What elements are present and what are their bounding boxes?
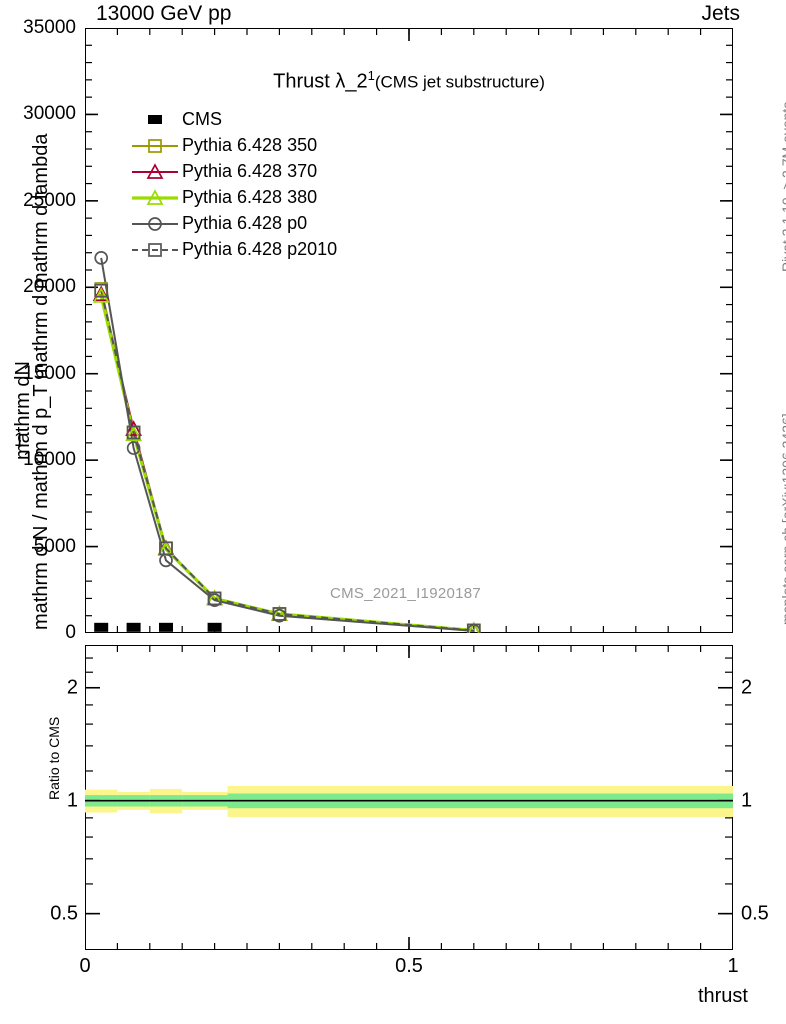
ratio-y-tick-label: 0.5 bbox=[50, 902, 78, 925]
main-y-tick-label: 30000 bbox=[23, 103, 76, 125]
legend-item-label: Pythia 6.428 380 bbox=[182, 187, 318, 207]
legend-item-label: Pythia 6.428 p0 bbox=[182, 213, 308, 233]
legend-item-label: Pythia 6.428 350 bbox=[182, 135, 318, 155]
legend-item-label: Pythia 6.428 370 bbox=[182, 161, 318, 181]
main-y-tick-labels: 0 5000 10000 15000 20000 25000 30000 35000 bbox=[0, 17, 82, 643]
ratio-y-tick-label: 2 bbox=[66, 676, 78, 699]
header-category: Jets bbox=[701, 2, 740, 25]
ratio-y-tick-label: 1 bbox=[66, 789, 78, 812]
plot-title: Thrust λ_21(CMS jet substructure) bbox=[85, 68, 733, 94]
mcplots-source-text: mcplots.cern.ch [arXiv:1306.3436] bbox=[779, 413, 786, 625]
plot-title-lambda: λ_2 bbox=[335, 70, 368, 93]
legend bbox=[132, 115, 178, 257]
x-tick-label: 0 bbox=[79, 955, 91, 977]
ratio-plot-canvas bbox=[85, 645, 733, 950]
legend-item-label: Pythia 6.428 p2010 bbox=[182, 239, 338, 259]
main-y-axis-fraction-one: 1 bbox=[14, 430, 25, 451]
rivet-version-text: Rivet 3.1.10, ≥ 2.7M events bbox=[779, 101, 786, 272]
ratio-y-tick-labels-left: 0.5 1 2 bbox=[0, 645, 82, 950]
plot-title-superscript: 1 bbox=[367, 68, 375, 83]
x-axis-title: thrust bbox=[697, 985, 748, 1007]
legend-item-label: CMS bbox=[182, 109, 222, 129]
main-y-tick-label: 25000 bbox=[23, 189, 76, 211]
legend-labels: CMS Pythia 6.428 350 Pythia 6.428 370 Pythi… bbox=[182, 108, 412, 268]
plot-title-paren: (CMS jet substructure) bbox=[374, 72, 545, 92]
x-tick-labels: 0 0.5 1 bbox=[79, 955, 738, 983]
x-tick-label: 0.5 bbox=[395, 955, 423, 977]
ratio-y-tick-labels-right: 0.5 1 2 bbox=[737, 645, 786, 950]
analysis-watermark: CMS_2021_I1920187 bbox=[330, 585, 482, 602]
main-y-tick-label: 10000 bbox=[23, 449, 76, 471]
main-y-tick-label: 0 bbox=[65, 622, 76, 643]
ratio-y-axis-title-text: Ratio to CMS bbox=[46, 716, 62, 800]
main-y-tick-label: 35000 bbox=[23, 17, 76, 38]
main-y-tick-label: 15000 bbox=[23, 362, 76, 384]
main-plot-canvas bbox=[85, 28, 733, 633]
plot-title-text: Thrust bbox=[273, 70, 336, 93]
main-y-tick-label: 5000 bbox=[33, 535, 76, 557]
rivet-version-label: Rivet 3.1.10, ≥ 2.7M events bbox=[779, 102, 786, 272]
x-tick-label: 1 bbox=[727, 955, 739, 977]
ratio-y-tick-label-right: 1 bbox=[741, 789, 753, 812]
main-y-tick-label: 20000 bbox=[23, 276, 76, 298]
header-collision-energy: 13000 GeV pp bbox=[96, 2, 232, 25]
mcplots-source-label: mcplots.cern.ch [arXiv:1306.3436] bbox=[779, 413, 786, 625]
ratio-y-axis-title: Ratio to CMS bbox=[46, 717, 62, 800]
ratio-y-tick-label-right: 0.5 bbox=[741, 902, 769, 925]
ratio-y-tick-label-right: 2 bbox=[741, 676, 753, 699]
